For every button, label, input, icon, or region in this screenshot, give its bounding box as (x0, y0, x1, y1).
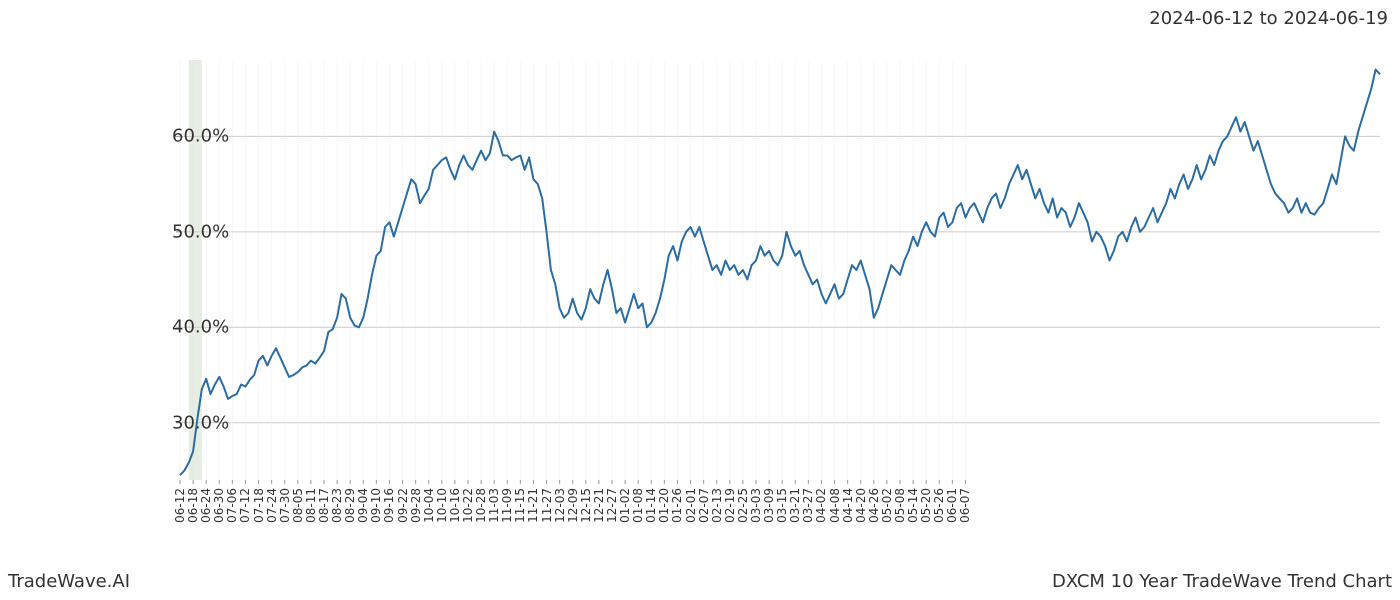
x-tick-label: 12-15 (579, 488, 593, 523)
x-tick-label: 03-03 (749, 488, 763, 523)
x-tick-label: 03-09 (762, 488, 776, 523)
x-tick-label: 05-08 (893, 488, 907, 523)
x-tick-label: 07-18 (252, 488, 266, 523)
x-tick-label: 10-10 (435, 488, 449, 523)
x-tick-label: 04-20 (854, 488, 868, 523)
x-tick-label: 08-05 (291, 488, 305, 523)
x-tick-label: 10-28 (474, 488, 488, 523)
x-tick-label: 09-16 (382, 488, 396, 523)
x-tick-label: 08-11 (304, 488, 318, 523)
x-tick-label: 06-18 (186, 488, 200, 523)
x-tick-label: 02-13 (710, 488, 724, 523)
x-tick-label: 02-01 (684, 488, 698, 523)
x-tick-label: 10-16 (448, 488, 462, 523)
x-tick-label: 12-09 (566, 488, 580, 523)
x-tick-label: 04-08 (828, 488, 842, 523)
x-tick-label: 09-28 (409, 488, 423, 523)
x-tick-label: 02-25 (736, 488, 750, 523)
x-tick-label: 12-03 (553, 488, 567, 523)
x-tick-label: 01-26 (670, 488, 684, 523)
x-tick-label: 08-23 (330, 488, 344, 523)
x-tick-label: 09-22 (396, 488, 410, 523)
x-tick-label: 12-21 (592, 488, 606, 523)
x-tick-label: 07-12 (238, 488, 252, 523)
chart-svg (180, 60, 1380, 480)
x-tick-label: 12-27 (605, 488, 619, 523)
x-tick-label: 07-24 (265, 488, 279, 523)
x-tick-label: 07-30 (278, 488, 292, 523)
x-tick-label: 11-27 (540, 488, 554, 523)
x-tick-label: 04-14 (841, 488, 855, 523)
x-tick-label: 01-02 (618, 488, 632, 523)
x-tick-label: 04-26 (867, 488, 881, 523)
chart-title: DXCM 10 Year TradeWave Trend Chart (1052, 571, 1392, 592)
x-tick-label: 06-12 (173, 488, 187, 523)
x-tick-label: 08-17 (317, 488, 331, 523)
brand-label: TradeWave.AI (8, 571, 130, 592)
x-tick-label: 10-22 (461, 488, 475, 523)
x-tick-label: 02-07 (697, 488, 711, 523)
x-tick-label: 06-07 (958, 488, 972, 523)
x-tick-label: 10-04 (422, 488, 436, 523)
date-range: 2024-06-12 to 2024-06-19 (1149, 8, 1388, 29)
x-tick-label: 04-02 (814, 488, 828, 523)
x-tick-label: 11-21 (526, 488, 540, 523)
x-tick-label: 05-02 (880, 488, 894, 523)
chart-container: 30.0%40.0%50.0%60.0%06-1206-1806-2406-30… (180, 60, 1380, 480)
x-tick-label: 05-14 (906, 488, 920, 523)
x-tick-label: 02-19 (723, 488, 737, 523)
